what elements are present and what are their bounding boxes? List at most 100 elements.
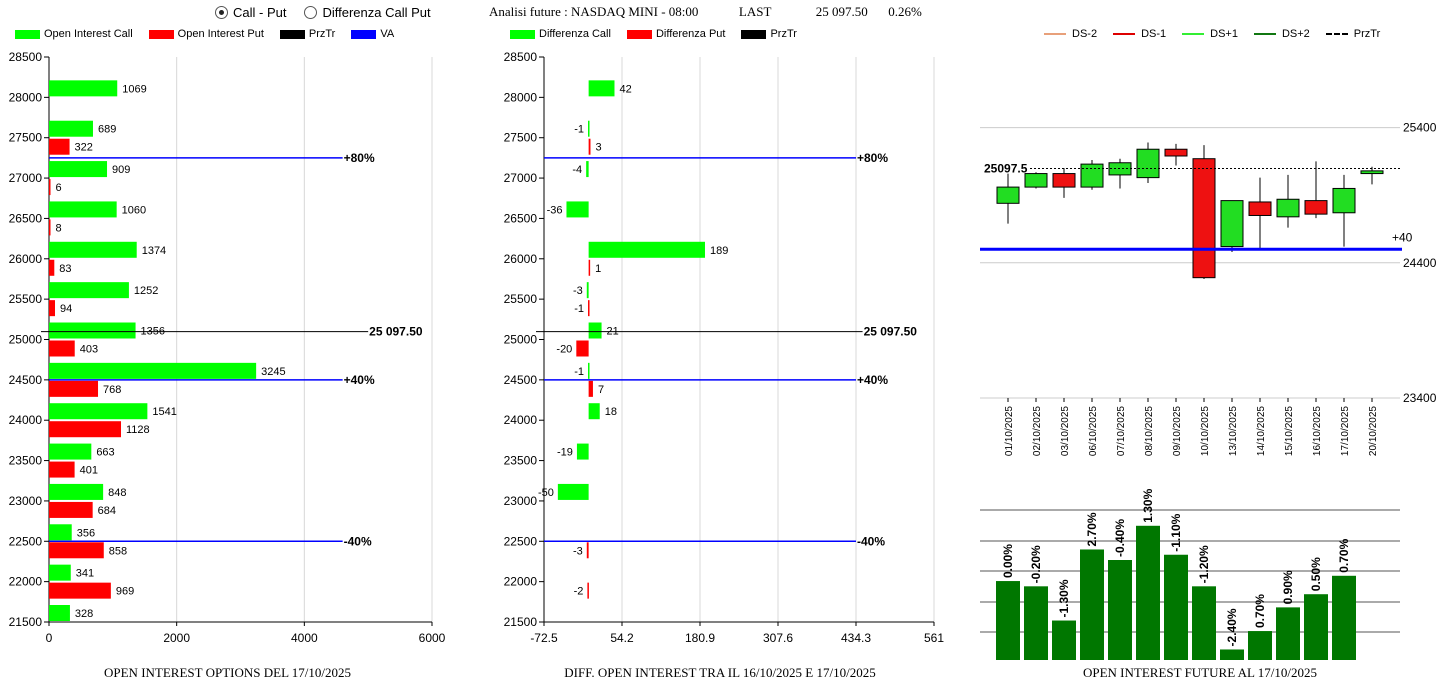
oi-future-data-label: 0.50% — [1309, 557, 1323, 591]
legend-line-ds+1 — [1182, 33, 1205, 35]
oi-options-data-label: 94 — [60, 303, 72, 315]
oi-future-bar — [1108, 560, 1132, 660]
candle-body — [1052, 173, 1076, 188]
diff-oi-call-bar — [588, 241, 705, 258]
radio-checked-icon — [215, 6, 228, 19]
diff-oi-y-tick-label: 28000 — [504, 90, 538, 104]
diff-oi-data-label: -20 — [556, 344, 572, 356]
legend-label: PrzTr — [770, 28, 797, 40]
last-value: 25 097.50 — [815, 4, 868, 19]
oi-options-call-bar — [49, 322, 136, 339]
legend-swatch-diff-put — [626, 29, 652, 39]
oi-options-call-bar — [49, 80, 118, 97]
oi-options-y-tick-label: 27000 — [9, 171, 43, 185]
diff-oi-x-tick-label: 54.2 — [610, 631, 634, 645]
diff-oi-title: DIFF. OPEN INTEREST TRA IL 16/10/2025 E … — [564, 665, 876, 680]
oi-options-put-bar — [49, 582, 111, 599]
diff-oi-x-tick-label: 561 — [924, 631, 944, 645]
oi-future-bar — [1136, 525, 1160, 660]
diff-oi-put-bar — [588, 259, 591, 276]
oi-options-y-tick-label: 26000 — [9, 252, 43, 266]
oi-options-call-bar — [49, 564, 71, 581]
legend-label: Differenza Call — [539, 28, 611, 40]
view-mode-radio-group: Call - Put Differenza Call Put — [215, 5, 431, 20]
oi-options-put-bar — [49, 138, 70, 155]
legend-item-przTr: PrzTr — [279, 28, 335, 40]
diff-oi-put-bar — [588, 300, 590, 317]
oi-future-data-label: 2.70% — [1085, 512, 1099, 546]
diff-oi-data-label: -19 — [557, 447, 573, 459]
radio-diff-call-put[interactable]: Differenza Call Put — [304, 5, 431, 20]
oi-options-put-bar — [49, 179, 51, 196]
oi-options-call-bar — [49, 282, 129, 299]
candles-x-tick-label: 09/10/2025 — [1172, 406, 1183, 456]
diff-oi-data-label: -3 — [573, 545, 583, 557]
legend-item-diff-call: Differenza Call — [510, 28, 611, 40]
oi-options-data-label: 969 — [116, 586, 134, 598]
diff-oi-put-bar — [576, 340, 589, 357]
diff-oi-y-tick-label: 24000 — [504, 413, 538, 427]
legend-swatch-put — [148, 29, 174, 39]
diff-oi-ref-label: 25 097.50 — [864, 325, 918, 339]
oi-options-ref-label: 25 097.50 — [369, 325, 423, 339]
oi-options-data-label: 1374 — [142, 245, 166, 257]
diff-oi-y-tick-label: 26000 — [504, 252, 538, 266]
oi-options-title: OPEN INTEREST OPTIONS DEL 17/10/2025 — [104, 665, 351, 680]
legend-line-ds-1 — [1113, 33, 1136, 35]
candle-body — [1024, 173, 1048, 188]
oi-options-y-tick-label: 28000 — [9, 90, 43, 104]
legend-label: DS-1 — [1141, 28, 1167, 40]
diff-oi-put-bar — [587, 582, 589, 599]
oi-options-data-label: 341 — [76, 568, 94, 580]
oi-options-ref-label: +80% — [344, 151, 375, 165]
diff-oi-x-tick-label: 434.3 — [841, 631, 871, 645]
oi-options-data-label: 1252 — [134, 285, 158, 297]
candles-x-tick-label: 15/10/2025 — [1284, 406, 1295, 456]
legend-item-przTr-dashed: PrzTr — [1325, 28, 1380, 40]
candles-va-label: +40 — [1392, 230, 1413, 244]
oi-options-put-bar — [49, 300, 56, 317]
diff-oi-data-label: -1 — [574, 124, 584, 136]
diff-oi-data-label: 3 — [595, 142, 601, 154]
oi-options-data-label: 768 — [103, 384, 121, 396]
oi-options-y-tick-label: 26500 — [9, 211, 43, 225]
oi-options-y-tick-label: 22500 — [9, 534, 43, 548]
legend-swatch-przTr — [279, 29, 305, 39]
oi-options-put-bar — [49, 501, 93, 518]
candle-body — [1360, 170, 1384, 175]
diff-oi-y-tick-label: 26500 — [504, 211, 538, 225]
legend-line-przTr — [1325, 33, 1348, 35]
oi-options-data-label: 403 — [80, 344, 98, 356]
oi-future-data-label: 0.90% — [1281, 570, 1295, 604]
candle-body — [1192, 158, 1216, 279]
candle-body — [1332, 187, 1356, 214]
diff-oi-call-bar — [588, 362, 590, 379]
diff-oi-y-tick-label: 25500 — [504, 292, 538, 306]
oi-options-x-tick-label: 4000 — [291, 631, 318, 645]
legend-item-ds+1: DS+1 — [1182, 28, 1238, 40]
legend-item-ds+2: DS+2 — [1253, 28, 1310, 40]
radio-call-put[interactable]: Call - Put — [215, 5, 286, 20]
oi-options-data-label: 83 — [59, 263, 71, 275]
diff-oi-call-bar — [566, 201, 589, 218]
oi-future-data-label: -1.30% — [1057, 579, 1071, 617]
oi-options-data-label: 1060 — [122, 204, 146, 216]
oi-options-ref-label: -40% — [344, 534, 372, 548]
oi-future-bar — [1080, 549, 1104, 660]
oi-options-put-bar — [49, 219, 51, 236]
legend-label: Differenza Put — [655, 28, 726, 40]
diff-oi-y-tick-label: 23000 — [504, 494, 538, 508]
oi-future-bar — [1332, 575, 1356, 660]
oi-future-bar — [1304, 594, 1328, 660]
legend-label: Open Interest Call — [44, 28, 133, 40]
candle-body — [1164, 148, 1188, 157]
candles-x-tick-label: 07/10/2025 — [1116, 406, 1127, 456]
oi-options-data-label: 322 — [75, 142, 93, 154]
diff-oi-data-label: 1 — [595, 263, 601, 275]
legend-item-put: Open Interest Put — [148, 28, 264, 40]
diff-oi-y-tick-label: 23500 — [504, 454, 538, 468]
diff-oi-y-tick-label: 28500 — [504, 50, 538, 64]
oi-options-data-label: 689 — [98, 124, 116, 136]
oi-future-bar — [1248, 631, 1272, 660]
